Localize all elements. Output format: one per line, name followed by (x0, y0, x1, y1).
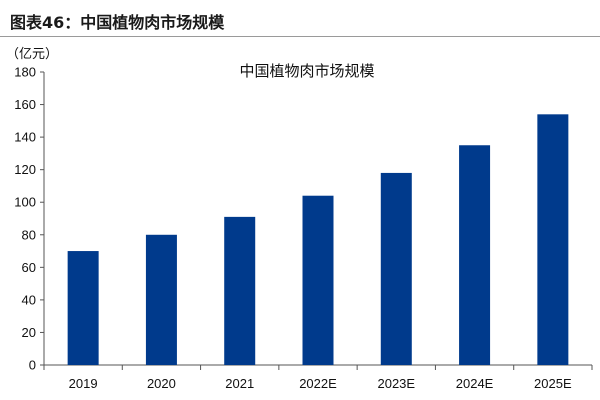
y-tick-label: 20 (22, 325, 36, 340)
x-tick-label: 2023E (377, 376, 415, 391)
bar-2024E (459, 145, 491, 365)
y-tick-label: 40 (22, 292, 36, 307)
bar-2023E (380, 172, 412, 365)
y-tick-label: 60 (22, 260, 36, 275)
y-tick-label: 180 (14, 65, 36, 80)
y-tick-label: 160 (14, 97, 36, 112)
y-tick-label: 140 (14, 130, 36, 145)
bar-2021 (224, 216, 256, 365)
x-tick-label: 2024E (456, 376, 494, 391)
x-tick-label: 2019 (69, 376, 98, 391)
bar-2022E (302, 195, 334, 365)
x-tick-label: 2022E (299, 376, 337, 391)
x-tick-label: 2025E (534, 376, 572, 391)
bar-2019 (67, 251, 99, 365)
y-tick-label: 80 (22, 227, 36, 242)
bars (67, 114, 569, 365)
caption-divider (0, 36, 600, 37)
y-tick-label: 0 (29, 358, 36, 373)
x-tick-label: 2021 (225, 376, 254, 391)
y-axis-unit-label: （亿元） (6, 47, 58, 62)
y-axis-ticks: 0 20 40 60 80 100 120 140 160 180 (14, 65, 44, 373)
bar-2025E (537, 114, 569, 365)
x-axis-ticks: 2019 2020 2021 2022E 2023E 2024E 2025E (43, 365, 593, 391)
x-tick-label: 2020 (147, 376, 176, 391)
bar-2020 (145, 234, 177, 365)
figure-caption: 图表46：中国植物肉市场规模 (10, 13, 225, 32)
y-tick-label: 100 (14, 195, 36, 210)
y-tick-label: 120 (14, 162, 36, 177)
chart-title: 中国植物肉市场规模 (239, 62, 374, 80)
